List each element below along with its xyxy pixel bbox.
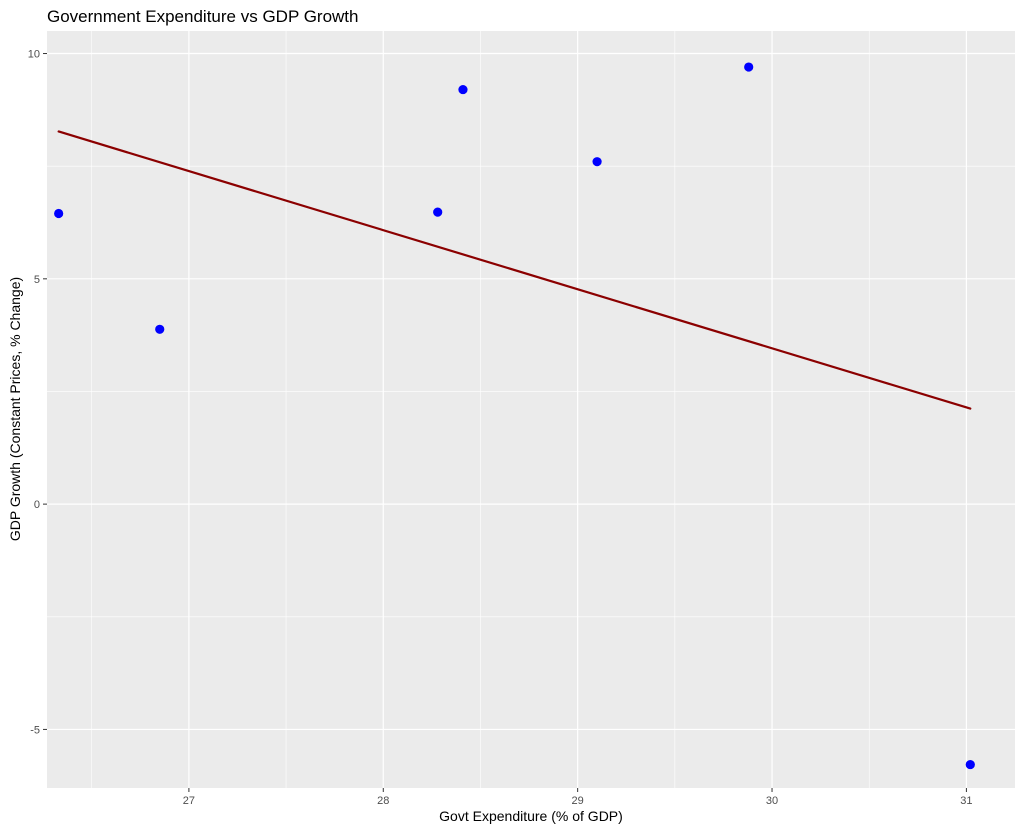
- plot-panel: [47, 31, 1015, 788]
- x-axis-ticks: 27 28 29 30 31: [183, 788, 973, 807]
- data-point-2: [155, 324, 165, 334]
- grid-major: [47, 31, 1015, 788]
- grid-minor: [47, 31, 1015, 788]
- data-point-3: [433, 207, 443, 217]
- y-tick-label: 0: [34, 499, 40, 511]
- x-tick-label: 28: [377, 795, 389, 807]
- y-axis-title: GDP Growth (Constant Prices, % Change): [7, 277, 23, 541]
- x-tick-label: 30: [766, 795, 778, 807]
- data-point-6: [744, 62, 754, 72]
- data-point-4: [458, 84, 468, 95]
- y-tick-label: -5: [30, 724, 40, 736]
- y-tick-label: 5: [34, 274, 40, 286]
- trend-line: [57, 130, 972, 410]
- x-tick-label: 29: [572, 795, 584, 807]
- x-axis-title: Govt Expenditure (% of GDP): [439, 808, 623, 824]
- data-point-5: [592, 157, 602, 167]
- data-point-1: [54, 208, 64, 219]
- data-point-7: [965, 759, 975, 770]
- points-layer: [54, 62, 975, 770]
- y-tick-label: 10: [28, 49, 40, 61]
- y-axis-ticks: -5 0 5 10: [28, 49, 47, 736]
- chart-title: Government Expenditure vs GDP Growth: [47, 7, 359, 26]
- x-tick-label: 31: [960, 795, 972, 807]
- trend-line-layer: [57, 130, 972, 410]
- x-tick-label: 27: [183, 795, 195, 807]
